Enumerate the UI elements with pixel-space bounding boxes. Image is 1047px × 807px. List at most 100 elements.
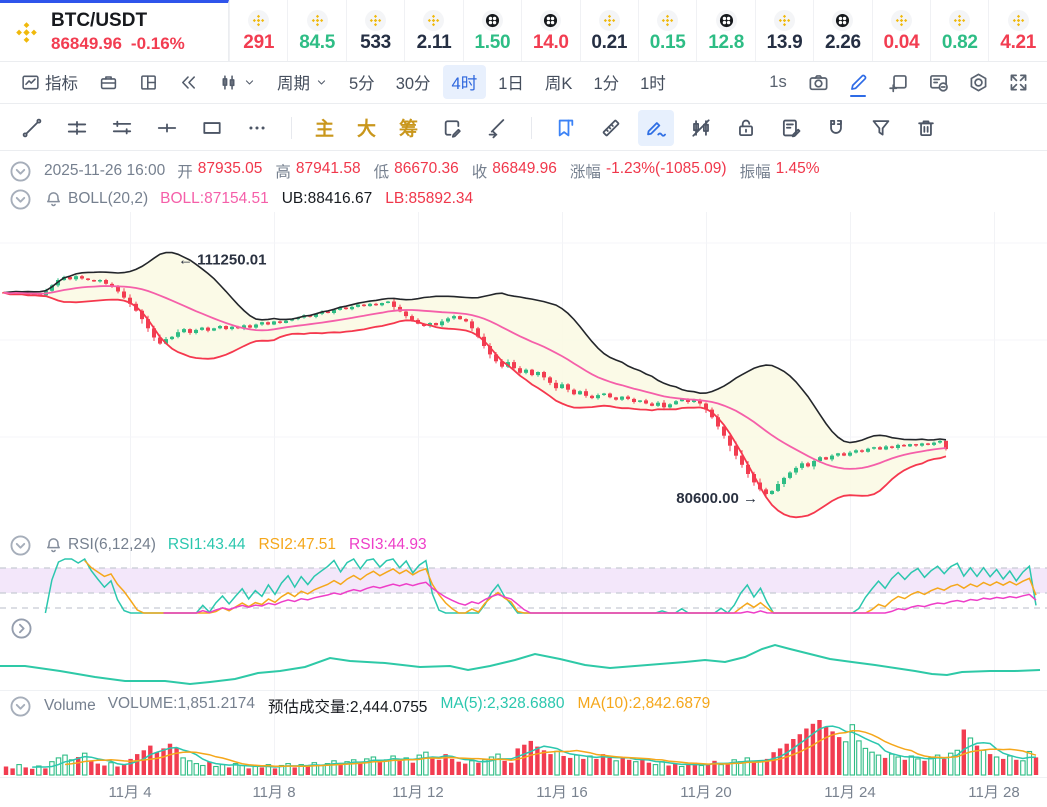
alert-popup-button[interactable] <box>921 65 955 99</box>
btn-chips[interactable]: 筹 <box>392 110 425 146</box>
filter-tool[interactable] <box>863 110 899 146</box>
volume-legend: Volume VOLUME:1,851.2174 预估成交量:2,444.0755… <box>9 693 710 719</box>
magnet-icon <box>825 117 847 139</box>
cycle-edit-tool[interactable] <box>434 110 470 146</box>
period-menu[interactable]: 周期 <box>268 65 337 99</box>
gridline <box>562 212 563 777</box>
tf-5m[interactable]: 5分 <box>340 65 384 99</box>
filter-icon <box>870 117 892 139</box>
price-chart[interactable]: ← 111250.01 80600.00 → <box>0 212 1047 530</box>
res-1s[interactable]: 1s <box>761 65 795 99</box>
last-price: 86849.96 <box>51 33 122 53</box>
replay-button[interactable] <box>170 65 207 99</box>
alert-bell-icon[interactable] <box>44 536 63 555</box>
brush-tool[interactable] <box>638 109 674 146</box>
btn-main[interactable]: 主 <box>308 110 341 146</box>
lock-tool[interactable] <box>728 110 764 146</box>
rewind-icon <box>179 73 198 92</box>
collapse-pane-icon[interactable] <box>9 695 32 718</box>
collapse-pane-icon[interactable] <box>9 160 32 183</box>
legend-value: VOLUME:1,851.2174 <box>107 695 256 712</box>
more-tools[interactable] <box>239 110 275 146</box>
fullscreen-icon <box>1008 72 1029 93</box>
horizontal-line-icon <box>66 117 88 139</box>
alert-bell-icon[interactable] <box>44 190 63 209</box>
ticker-item[interactable]: 12.8 <box>696 0 754 61</box>
x-axis-label: 11月 8 <box>252 784 296 801</box>
fullscreen-button[interactable] <box>1001 65 1035 99</box>
ruler-icon <box>600 117 622 139</box>
indicator-line-chart[interactable] <box>0 640 1047 694</box>
order-note-tool[interactable] <box>773 110 809 146</box>
ohlc-pair: 涨幅 -1.23%(-1085.09) <box>569 160 727 181</box>
rsi-chart[interactable] <box>0 556 1047 616</box>
divider <box>291 116 292 139</box>
draw-button[interactable] <box>841 65 875 99</box>
tool-label: 筹 <box>398 119 418 140</box>
tool-label: 主 <box>314 119 334 140</box>
ticker-item[interactable]: 0.82 <box>930 0 988 61</box>
bookmark-tool[interactable] <box>548 110 584 146</box>
gridline <box>994 212 995 777</box>
ticker-value: 12.8 <box>708 31 744 53</box>
magnet-tool[interactable] <box>818 110 854 146</box>
tf-30m[interactable]: 30分 <box>387 65 440 99</box>
rectangle-tool[interactable] <box>194 110 230 146</box>
ohlc-legend: 2025-11-26 16:00 开 87935.05 高 87941.58 低 8667… <box>9 158 820 184</box>
binance-icon <box>1007 9 1029 31</box>
volume-chart[interactable] <box>0 716 1047 778</box>
boll-values: BOLL:87154.51 UB:88416.67 LB:85892.34 <box>160 190 473 208</box>
ticker-item[interactable]: 13.9 <box>754 0 813 61</box>
expand-pane-icon[interactable] <box>10 617 33 640</box>
ticker-item[interactable]: 0.21 <box>579 0 638 61</box>
toolbar-label: 4时 <box>451 75 478 93</box>
delete-tool[interactable] <box>908 110 944 146</box>
screenshot-button[interactable] <box>801 65 835 99</box>
collapse-pane-icon[interactable] <box>9 534 32 557</box>
binance-icon <box>248 9 270 31</box>
ticker-value: 0.04 <box>883 31 920 53</box>
collapse-pane-icon[interactable] <box>9 188 32 211</box>
toolbar-label: 1时 <box>640 75 666 93</box>
binance-icon <box>365 9 387 31</box>
indicator-button[interactable]: 指标 <box>12 65 87 99</box>
tf-1h[interactable]: 1时 <box>631 65 675 99</box>
ticker-item[interactable]: 2.26 <box>813 0 871 61</box>
horizontal-line-tool[interactable] <box>59 110 95 146</box>
ticker-item[interactable]: 4.21 <box>988 0 1046 61</box>
add-pane-button[interactable] <box>881 65 915 99</box>
chart-type-button[interactable] <box>210 65 265 99</box>
cross-line-tool[interactable] <box>149 110 185 146</box>
tf-1d[interactable]: 1日 <box>489 65 533 99</box>
legend-value: MA(5):2,328.6880 <box>440 695 565 712</box>
legend-value: 预估成交量:2,444.0755 <box>268 699 428 716</box>
tf-1min[interactable]: 1分 <box>584 65 628 99</box>
layout-button[interactable] <box>130 65 167 99</box>
continuous-draw-tool[interactable] <box>479 110 515 146</box>
tf-1w[interactable]: 周K <box>536 65 582 99</box>
ticker-item[interactable]: 14.0 <box>521 0 579 61</box>
ticker-item[interactable]: 291 <box>229 0 287 61</box>
tf-4h[interactable]: 4时 <box>442 65 487 99</box>
toolbar-label: 周期 <box>277 75 310 93</box>
settings-button[interactable] <box>961 65 995 99</box>
btn-large[interactable]: 大 <box>350 110 383 146</box>
toolbar-label: 1日 <box>498 75 524 93</box>
ohlc-pair: 高 87941.58 <box>275 160 361 181</box>
trend-line-icon <box>21 117 43 139</box>
ticker-item[interactable]: 1.50 <box>462 0 521 61</box>
ticker-item[interactable]: 2.11 <box>404 0 462 61</box>
ruler-tool[interactable] <box>593 110 629 146</box>
parallel-lines-tool[interactable] <box>104 110 140 146</box>
ticker-item[interactable]: 0.04 <box>871 0 930 61</box>
trend-line-tool[interactable] <box>14 110 50 146</box>
ticker-item[interactable]: 84.5 <box>287 0 345 61</box>
ticker-item[interactable]: 0.15 <box>637 0 696 61</box>
toolbox-button[interactable] <box>90 65 127 99</box>
symbol-selector[interactable]: BTC/USDT 86849.96 -0.16% <box>0 0 229 61</box>
x-axis-label: 11月 28 <box>968 784 1020 801</box>
ticker-value: 13.9 <box>766 31 803 53</box>
hide-drawings-tool[interactable] <box>683 110 719 146</box>
ticker-item[interactable]: 533 <box>345 0 404 61</box>
gridline <box>418 212 419 777</box>
